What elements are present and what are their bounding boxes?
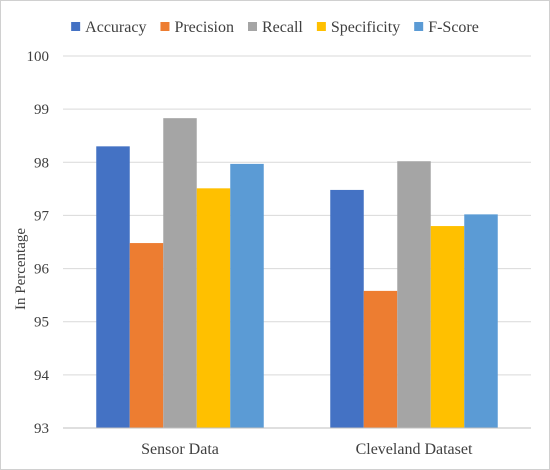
x-category-label: Sensor Data bbox=[141, 441, 219, 458]
legend-label-f-score: F-Score bbox=[428, 19, 479, 36]
bar-precision-1 bbox=[363, 290, 398, 428]
bar-specificity-0 bbox=[196, 188, 231, 428]
legend-swatch-precision bbox=[160, 22, 170, 31]
bar-recall-0 bbox=[163, 118, 197, 429]
y-tick-label: 94 bbox=[34, 368, 50, 384]
y-tick-label: 97 bbox=[34, 208, 50, 224]
bar-f-score-1 bbox=[464, 214, 498, 428]
legend-swatch-accuracy bbox=[71, 22, 81, 31]
legend-swatch-f-score bbox=[414, 22, 424, 31]
x-axis: Sensor Data Cleveland Dataset bbox=[63, 427, 531, 458]
y-tick-label: 95 bbox=[34, 315, 49, 331]
y-tick-label: 99 bbox=[34, 102, 49, 118]
y-tick-label: 93 bbox=[34, 421, 49, 437]
y-tick-label: 98 bbox=[34, 155, 49, 171]
bar-specificity-1 bbox=[430, 226, 465, 428]
bar-precision-0 bbox=[129, 243, 164, 428]
bar-recall-1 bbox=[397, 161, 431, 429]
y-tick-label: 100 bbox=[27, 49, 50, 65]
legend-label-recall: Recall bbox=[262, 19, 303, 36]
bar-accuracy-0 bbox=[96, 146, 130, 429]
legend-label-precision: Precision bbox=[174, 19, 234, 36]
legend-label-specificity: Specificity bbox=[331, 19, 400, 36]
legend-swatch-recall bbox=[248, 22, 257, 31]
y-axis-title: In Percentage bbox=[13, 228, 29, 310]
legend: Accuracy Precision Recall Specificity F-Scor… bbox=[71, 19, 479, 36]
bar-accuracy-1 bbox=[330, 189, 364, 428]
y-tick-label: 96 bbox=[34, 262, 50, 278]
legend-swatch-specificity bbox=[316, 22, 326, 31]
x-category-label: Cleveland Dataset bbox=[356, 441, 473, 458]
legend-label-accuracy: Accuracy bbox=[85, 19, 146, 36]
bars bbox=[96, 118, 498, 429]
y-axis-ticks: 93 94 95 96 97 98 99 100 bbox=[27, 49, 50, 437]
bar-f-score-0 bbox=[230, 163, 264, 428]
